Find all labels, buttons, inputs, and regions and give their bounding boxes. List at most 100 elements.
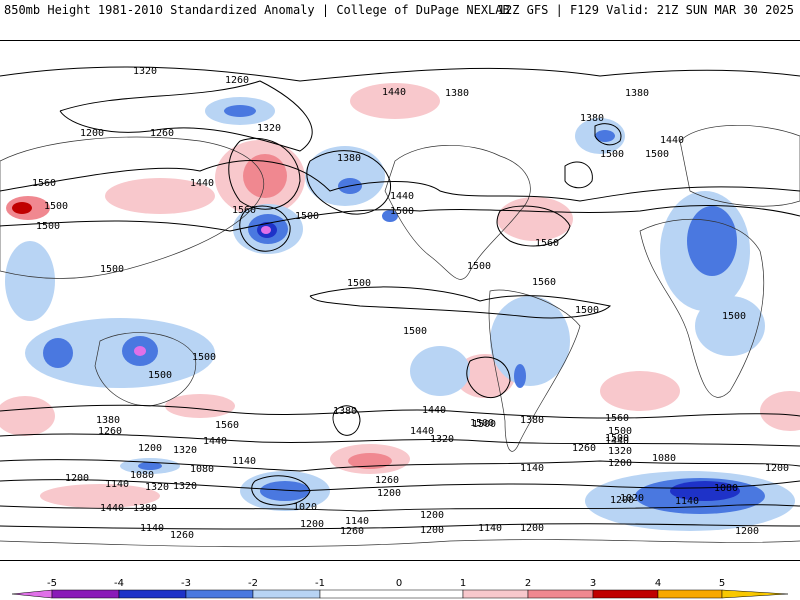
contour-label: 1380 [445, 88, 469, 99]
colorbar-seg-neg2 [252, 589, 321, 599]
contour-label: 1560 [535, 238, 559, 249]
pos-anomaly-tasman [165, 394, 235, 418]
contour-1260-north [59, 80, 313, 152]
neg-anomaly-so-low-core [260, 481, 310, 501]
contour-1380-goa [306, 150, 391, 215]
pos-anomaly-sio-east [760, 391, 800, 431]
anomaly-map: 1320 1260 1200 1260 1440 1380 1380 1320 … [0, 40, 800, 561]
contour-label: 1440 [190, 178, 214, 189]
contour-label: 1200 [300, 519, 324, 530]
contour-label: 1560 [232, 205, 256, 216]
contour-label: 1260 [375, 475, 399, 486]
contour-label: 1500 [100, 264, 124, 275]
contour-label: 1380 [520, 415, 544, 426]
colorbar-tick: 3 [590, 578, 596, 589]
contour-label: 1140 [232, 456, 256, 467]
colorbar-seg-neg5 [51, 589, 120, 599]
contour-1140-south [0, 504, 800, 512]
contour-label: 1140 [675, 496, 699, 507]
contour-label: 1440 [422, 405, 446, 416]
colorbar-seg-pos1 [462, 589, 529, 599]
contour-1320-north [0, 66, 800, 82]
contour-label: 1560 [32, 178, 56, 189]
contour-label: 1500 [575, 305, 599, 316]
contour-1500-tropics [309, 286, 612, 319]
colorbar-tick: 1 [460, 578, 466, 589]
contour-label: 1260 [150, 128, 174, 139]
contour-label: 1500 [467, 261, 491, 272]
contour-1560-atl [496, 205, 571, 247]
contour-label: 1200 [610, 495, 634, 506]
contour-label: 1140 [105, 479, 129, 490]
contour-label: 1320 [173, 445, 197, 456]
contour-label: 1080 [652, 453, 676, 464]
neg-anomaly-epac [410, 346, 470, 396]
contour-label: 1320 [173, 481, 197, 492]
neg-anomaly-aus-center [134, 346, 146, 356]
contour-label: 1500 [645, 149, 669, 160]
pos-anomaly-arctic [350, 83, 440, 119]
contour-label: 1080 [130, 470, 154, 481]
neg-anomaly-westasia [5, 241, 55, 321]
contour-label: 1200 [420, 525, 444, 536]
contour-label: 1260 [170, 530, 194, 541]
contour-1380-spac [332, 405, 361, 436]
pos-anomaly-spac-core [348, 453, 392, 469]
contour-label: 1560 [532, 277, 556, 288]
contour-1320-south [0, 459, 800, 472]
neg-anomaly-beringia-core [224, 105, 256, 117]
pos-anomaly-atl [497, 197, 573, 241]
contour-label: 1440 [605, 436, 629, 447]
contour-label: 1140 [520, 463, 544, 474]
colorbar-max-arrow [721, 589, 789, 599]
contour-label: 1200 [80, 128, 104, 139]
pos-anomaly-asia [105, 178, 215, 214]
colorbar-seg-zero [319, 589, 464, 599]
colorbar-tick-labels: -5 -4 -3 -2 -1 0 1 2 3 4 5 [47, 578, 725, 589]
contour-label: 1020 [620, 493, 644, 504]
contour-label: 1140 [140, 523, 164, 534]
colorbar-seg-pos2 [527, 589, 594, 599]
neg-anomaly-africa-core [687, 206, 737, 276]
colorbar-tick: -4 [114, 578, 124, 589]
contour-label: 1140 [478, 523, 502, 534]
contour-label: 1200 [735, 526, 759, 537]
contour-1440 [0, 160, 800, 202]
contour-label: 1200 [138, 443, 162, 454]
contour-1500-south [0, 404, 800, 419]
contour-label: 1500 [192, 352, 216, 363]
contour-label: 1080 [190, 464, 214, 475]
colorbar-gradient [11, 589, 789, 599]
colorbar-tick: 5 [719, 578, 725, 589]
contour-label: 1500 [600, 149, 624, 160]
colorbar-tick: -5 [47, 578, 57, 589]
contour-1440-south [0, 433, 800, 447]
colorbar-seg-neg3 [185, 589, 254, 599]
colorbar-legend: -5 -4 -3 -2 -1 0 1 2 3 4 5 [11, 578, 789, 599]
colorbar-tick: -3 [181, 578, 191, 589]
pos-anomaly-npac-core [243, 154, 287, 198]
contour-label: 1200 [520, 523, 544, 534]
pos-anomaly-so [40, 484, 160, 508]
contour-label: 1380 [96, 415, 120, 426]
contour-1500-north [0, 205, 800, 232]
contour-label: 1440 [390, 191, 414, 202]
pos-anomaly-sio [0, 396, 55, 436]
contour-label: 1500 [44, 201, 68, 212]
contour-label: 1200 [420, 510, 444, 521]
contour-label: 1500 [390, 206, 414, 217]
contour-1020-low [251, 475, 311, 506]
contour-label: 1380 [333, 406, 357, 417]
colorbar-seg-pos4 [657, 589, 723, 599]
south-america-outline [488, 289, 581, 452]
contour-label: 1500 [347, 278, 371, 289]
contour-label: 1440 [410, 426, 434, 437]
contour-1260-south [0, 523, 800, 530]
contour-label: 1320 [145, 482, 169, 493]
contour-label: 1440 [100, 503, 124, 514]
colorbar-tick: -1 [315, 578, 325, 589]
colorbar-tick: 4 [655, 578, 661, 589]
colorbar-tick: -2 [248, 578, 258, 589]
anomaly-shading [0, 83, 800, 531]
